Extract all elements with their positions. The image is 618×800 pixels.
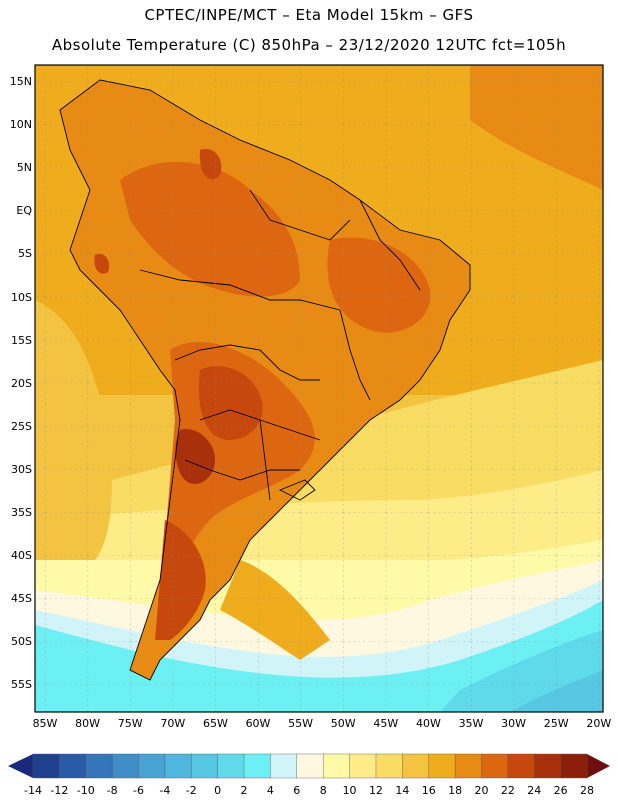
- colorbar-cell: [402, 753, 430, 779]
- colorbar-label: -10: [76, 784, 95, 797]
- lon-label: 55W: [288, 717, 314, 730]
- colorbar-label: -14: [24, 784, 42, 797]
- colorbar-cell: [85, 753, 113, 779]
- lat-label: 35S: [11, 506, 32, 519]
- colorbar-label: 28: [580, 784, 594, 797]
- lat-label: 15S: [11, 333, 32, 347]
- colorbar-cell: [560, 753, 588, 779]
- colorbar-label: 8: [319, 784, 327, 797]
- lat-label: 5N: [16, 161, 32, 175]
- lat-lon-grid: [35, 65, 603, 712]
- title-line-2: Absolute Temperature (C) 850hPa – 23/12/…: [51, 36, 567, 54]
- lon-label: 80W: [75, 717, 101, 730]
- colorbar-cell: [507, 753, 535, 779]
- colorbar-cell: [454, 753, 483, 779]
- lat-label: 15N: [9, 75, 32, 88]
- colorbar-cell: [534, 753, 562, 779]
- colorbar-cell: [217, 753, 245, 779]
- lat-label: EQ: [16, 204, 32, 218]
- lat-label: 55S: [11, 678, 32, 692]
- colorbar-label: 26: [553, 784, 568, 797]
- colorbar-cell: [428, 753, 456, 779]
- lon-label: 40W: [415, 717, 441, 730]
- colorbar-label: 10: [342, 784, 357, 797]
- colorbar-label: 18: [448, 784, 463, 797]
- colorbar: [32, 753, 588, 779]
- lat-label: 5S: [18, 247, 32, 261]
- colorbar-cell: [243, 753, 272, 779]
- colorbar-label: 20: [474, 784, 489, 797]
- colorbar-label: -4: [159, 784, 171, 797]
- colorbar-cell: [349, 753, 377, 779]
- colorbar-label: 14: [395, 784, 410, 797]
- colorbar-cell: [164, 753, 192, 779]
- lat-label: 50S: [11, 635, 32, 649]
- lon-label: 20W: [586, 717, 612, 730]
- colorbar-label: 24: [527, 784, 542, 797]
- colorbar-label: 16: [421, 784, 436, 797]
- colorbar-cell: [322, 753, 351, 779]
- lat-label: 25S: [11, 419, 32, 433]
- lon-label: 35W: [458, 717, 484, 730]
- colorbar-label: 22: [500, 784, 515, 797]
- colorbar-cell: [32, 753, 60, 779]
- colorbar-cell: [59, 753, 87, 779]
- colorbar-label: -6: [133, 784, 144, 797]
- colorbar-label: -12: [50, 784, 69, 797]
- map-plot-area: [35, 65, 603, 712]
- colorbar-cell: [138, 753, 166, 779]
- colorbar-cell: [270, 753, 298, 779]
- lat-label: 20S: [11, 376, 32, 390]
- colorbar-label: -8: [106, 784, 118, 797]
- lon-label: 75W: [117, 717, 143, 730]
- colorbar-cell: [191, 753, 219, 779]
- lat-label: 30S: [11, 462, 32, 476]
- colorbar-label: -2: [185, 784, 197, 797]
- colorbar-label: 4: [266, 784, 274, 797]
- lon-label: 30W: [501, 717, 527, 730]
- lat-label: 40S: [11, 549, 32, 563]
- map-frame: [34, 64, 604, 713]
- colorbar-cell: [481, 753, 509, 779]
- colorbar-label: 0: [214, 784, 222, 797]
- lat-label: 45S: [11, 592, 32, 606]
- lon-label: 45W: [373, 717, 399, 730]
- lon-label: 70W: [160, 717, 186, 730]
- colorbar-cell: [111, 753, 140, 779]
- colorbar-right-arrow: [587, 754, 610, 778]
- colorbar-label: 6: [293, 784, 301, 797]
- colorbar-left-arrow: [8, 754, 33, 778]
- lat-label: 10S: [11, 290, 32, 304]
- colorbar-label: 12: [368, 784, 383, 797]
- lon-label: 60W: [245, 717, 271, 730]
- colorbar-label: 2: [240, 784, 248, 797]
- lon-label: 50W: [330, 717, 356, 730]
- lon-label: 85W: [32, 717, 58, 730]
- lon-label: 65W: [202, 717, 228, 730]
- title-line-1: CPTEC/INPE/MCT – Eta Model 15km – GFS: [144, 6, 474, 24]
- colorbar-cell: [296, 753, 324, 779]
- colorbar-cell: [375, 753, 403, 779]
- lon-label: 25W: [543, 717, 569, 730]
- lat-label: 10N: [9, 118, 32, 132]
